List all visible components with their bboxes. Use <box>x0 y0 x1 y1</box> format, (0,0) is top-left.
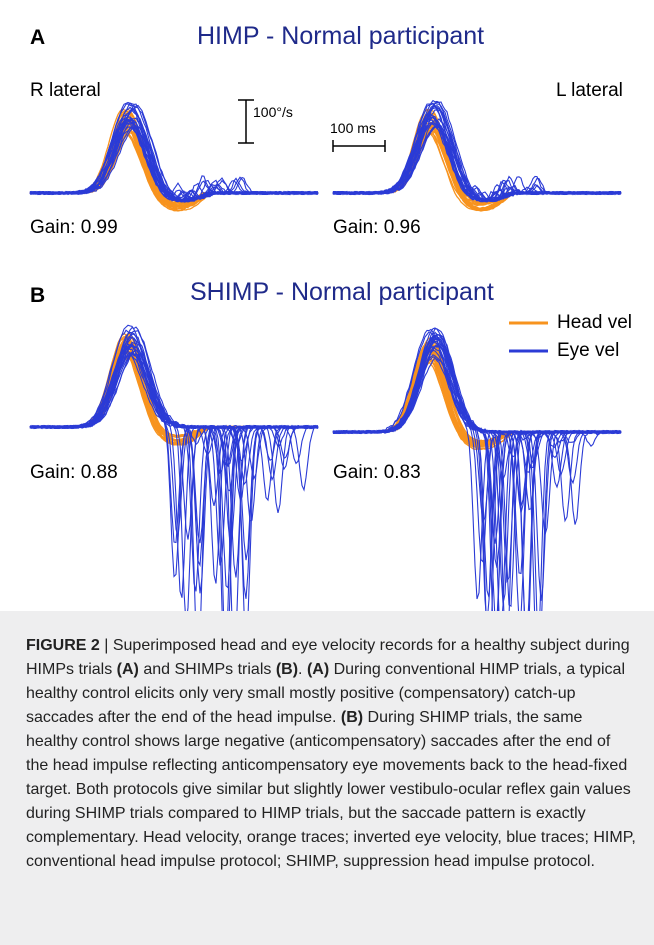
gain-a-left: Gain: 0.99 <box>30 217 118 238</box>
eye-trace-a-left <box>29 103 319 200</box>
head-trace-a-left <box>29 120 319 204</box>
caption-ref-a1: (A) <box>116 661 139 678</box>
eye-trace-a-right <box>332 126 622 203</box>
eye-trace-a-left <box>29 117 319 200</box>
eye-trace-b-right <box>332 331 622 611</box>
caption-text-1: | Superimposed head and eye velocity rec… <box>26 637 630 678</box>
eye-trace-a-right <box>332 119 622 203</box>
eye-trace-a-left <box>29 102 319 203</box>
head-trace-b-right <box>333 352 622 450</box>
gain-b-left: Gain: 0.88 <box>30 462 118 483</box>
eye-trace-b-right <box>332 345 622 601</box>
eye-trace-b-right <box>332 345 621 611</box>
eye-trace-a-right <box>332 101 622 203</box>
eye-trace-b-left <box>29 329 319 538</box>
eye-trace-b-right <box>332 328 622 611</box>
eye-trace-a-left <box>29 119 319 201</box>
gain-a-right: Gain: 0.96 <box>333 217 421 238</box>
eye-trace-b-right <box>332 338 622 611</box>
eye-trace-a-left <box>29 114 319 201</box>
eye-trace-a-left <box>29 104 319 203</box>
eye-trace-b-right <box>332 334 622 611</box>
velocity-traces <box>29 99 622 611</box>
gain-b-right: Gain: 0.83 <box>333 462 421 483</box>
caption-box <box>0 611 654 945</box>
caption-text-4: During conventional HIMP trials, a typic… <box>26 661 625 726</box>
eye-trace-b-right <box>332 334 622 611</box>
caption-ref-b1: (B) <box>275 661 299 678</box>
eye-trace-a-right <box>332 123 622 202</box>
eye-trace-a-left <box>29 108 318 203</box>
eye-trace-a-right <box>332 99 622 202</box>
caption-text-3: . <box>298 661 307 678</box>
eye-trace-a-left <box>30 127 319 203</box>
figure-caption: FIGURE 2 | Superimposed head and eye vel… <box>26 634 636 874</box>
caption-ref-a2: (A) <box>306 661 330 678</box>
eye-trace-b-right <box>332 340 621 604</box>
eye-trace-b-right <box>332 334 622 608</box>
panel-a-letter: A <box>30 26 46 49</box>
eye-trace-a-right <box>332 115 622 202</box>
time-scale-label: 100 ms <box>330 120 376 136</box>
eye-trace-b-right <box>332 335 622 611</box>
eye-trace-b-right <box>332 336 622 611</box>
l-lateral-label: L lateral <box>556 80 623 101</box>
eye-trace-b-right <box>332 331 622 598</box>
eye-trace-a-right <box>332 104 622 202</box>
eye-trace-a-left <box>29 122 319 203</box>
legend-eye-label: Eye vel <box>557 340 620 361</box>
eye-trace-b-right <box>332 345 622 584</box>
caption-figure-label: FIGURE 2 <box>26 637 100 654</box>
eye-trace-a-left <box>29 126 319 202</box>
velocity-scale-bar <box>238 99 254 144</box>
figure-canvas <box>29 99 622 611</box>
panel-a-title: HIMP - Normal participant <box>197 22 485 50</box>
eye-trace-b-right <box>332 338 622 611</box>
eye-trace-b-left <box>29 353 319 544</box>
eye-trace-a-right <box>332 102 622 201</box>
eye-trace-a-right <box>332 124 622 203</box>
eye-trace-b-left <box>29 351 319 594</box>
eye-trace-a-left <box>29 101 319 203</box>
velocity-scale-label: 100°/s <box>253 104 293 120</box>
head-trace-a-right <box>332 109 622 205</box>
head-trace-a-right <box>332 110 622 204</box>
eye-trace-a-right <box>332 116 622 203</box>
eye-trace-b-right <box>332 356 622 600</box>
eye-trace-a-left <box>29 106 319 202</box>
eye-trace-a-right <box>332 116 622 203</box>
eye-trace-b-right <box>332 337 622 611</box>
caption-text-2: and SHIMPs trials <box>138 661 276 678</box>
r-lateral-label: R lateral <box>30 80 101 101</box>
panel-b-letter: B <box>30 284 46 307</box>
head-trace-b-left <box>29 351 319 446</box>
eye-trace-a-right <box>333 123 622 203</box>
eye-trace-a-right <box>332 122 622 202</box>
panel-b-title: SHIMP - Normal participant <box>190 278 494 306</box>
caption-text-5: During SHIMP trials, the same healthy co… <box>26 709 636 870</box>
eye-trace-b-right <box>332 354 622 611</box>
eye-trace-a-left <box>29 109 319 201</box>
eye-trace-a-right <box>332 111 622 203</box>
head-trace-a-right <box>332 108 622 205</box>
caption-ref-b2: (B) <box>340 709 364 726</box>
legend-head-label: Head vel <box>557 312 632 333</box>
time-scale-bar <box>332 140 386 152</box>
eye-trace-b-left <box>29 336 319 566</box>
eye-trace-a-left <box>29 106 319 202</box>
